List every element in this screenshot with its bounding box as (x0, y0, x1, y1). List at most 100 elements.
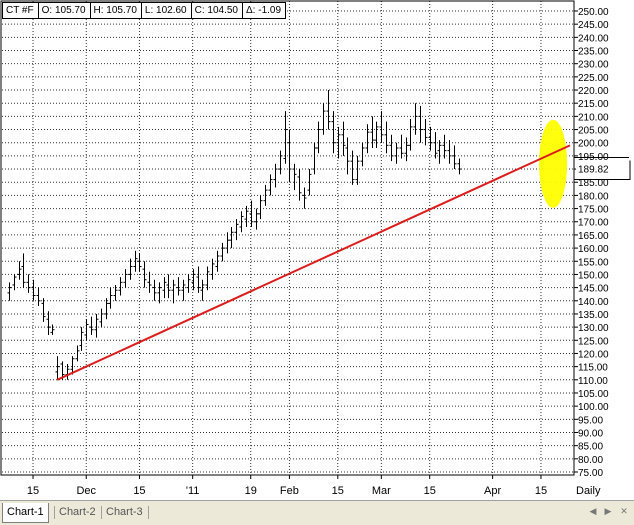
ohlc-bar (278, 150, 283, 175)
y-tick-label: 155.00 (578, 257, 609, 268)
trend-line (56, 144, 571, 381)
ohlc-bar (437, 140, 442, 164)
y-tick-label: 100.00 (578, 402, 609, 413)
ohlc-bar (171, 279, 176, 304)
y-tick-label: 105.00 (578, 389, 609, 400)
ohlc-bar (55, 356, 60, 380)
ohlc-bar (196, 266, 201, 293)
y-tick-label: 75.00 (578, 468, 603, 479)
open-value: O: 105.70 (37, 2, 91, 19)
chart-tab-bar: Chart-1 Chart-2 Chart-3 ◀ ▶ ✕ (0, 500, 634, 525)
tab-divider (54, 506, 55, 519)
ohlc-bar (268, 174, 273, 196)
low-value: L: 102.60 (140, 2, 192, 19)
ohlc-bar (321, 103, 326, 135)
ohlc-bar (307, 169, 312, 196)
ohlc-bar (46, 311, 51, 336)
ohlc-bar (225, 232, 230, 254)
ohlc-bar (133, 250, 138, 272)
ohlc-bar (186, 274, 191, 293)
ohlc-bar (331, 111, 336, 154)
ohlc-bar (389, 134, 394, 162)
ohlc-bar (215, 250, 220, 272)
ohlc-bar (234, 219, 239, 241)
ohlc-bar (360, 142, 365, 167)
ohlc-bar (297, 169, 302, 201)
ohlc-bar (137, 253, 142, 272)
x-axis-labels: 15 Dec 15 '11 19 Feb 15 Mar 15 Apr 15 Daily (27, 485, 601, 497)
ohlc-info-box: CT #F O: 105.70 H: 105.70 L: 102.60 C: 1… (2, 2, 287, 19)
ohlc-bar (21, 253, 26, 288)
y-tick-label: 200.00 (578, 139, 609, 150)
ohlc-bar (457, 158, 462, 175)
ohlc-bar (442, 134, 447, 159)
ohlc-bar (399, 134, 404, 159)
plot-area[interactable] (0, 0, 575, 476)
ohlc-bar (128, 258, 133, 280)
y-tick-label: 250.00 (578, 7, 609, 18)
y-tick-label: 185.00 (578, 178, 609, 189)
tab-divider (148, 506, 149, 519)
ohlc-bar (428, 126, 433, 151)
ohlc-bar (84, 319, 89, 341)
ohlc-bar (263, 184, 268, 206)
ohlc-bar (191, 269, 196, 291)
ohlc-bar (220, 242, 225, 262)
close-icon[interactable]: ✕ (620, 507, 628, 517)
y-tick-label: 120.00 (578, 349, 609, 360)
ohlc-bar (113, 284, 118, 301)
arrow-right-icon[interactable]: ▶ (604, 507, 612, 517)
marker-bottom-line (574, 160, 631, 181)
ohlc-bar (7, 282, 12, 301)
y-tick-label: 175.00 (578, 205, 609, 216)
tab-chart-2[interactable]: Chart-2 (59, 506, 96, 518)
tab-chart-3[interactable]: Chart-3 (106, 506, 143, 518)
ohlc-bar (341, 121, 346, 156)
ohlc-bar (70, 356, 75, 375)
ohlc-bar (210, 258, 215, 280)
y-tick-label: 95.00 (578, 415, 603, 426)
y-axis-labels: 75.00 80.00 85.00 90.00 95.00 100.00 105.00 110… (578, 7, 609, 479)
y-tick-label: 170.00 (578, 218, 609, 229)
ohlc-bar (447, 140, 452, 164)
y-tick-label: 215.00 (578, 99, 609, 110)
ohlc-bar (258, 195, 263, 220)
y-tick-label: 165.00 (578, 231, 609, 242)
ohlc-bar (312, 142, 317, 175)
y-tick-label: 125.00 (578, 336, 609, 347)
ohlc-bar (404, 137, 409, 162)
ohlc-bar (200, 279, 205, 301)
ohlc-bar (157, 282, 162, 304)
x-tick-label: 15 (424, 485, 436, 497)
ohlc-bar (384, 121, 389, 154)
ohlc-bar (147, 271, 152, 293)
y-tick-label: 205.00 (578, 126, 609, 137)
change-value: Δ: -1.09 (242, 2, 287, 19)
ohlc-bar (89, 316, 94, 336)
ohlc-bar (31, 279, 36, 301)
y-tick-label: 225.00 (578, 73, 609, 84)
ohlc-bar (408, 119, 413, 151)
x-tick-label: 15 (133, 485, 145, 497)
ohlc-bar (142, 261, 147, 288)
high-value: H: 105.70 (89, 2, 142, 19)
last-price-label: 189.82 (578, 165, 609, 176)
y-tick-label: 115.00 (578, 363, 608, 374)
ohlc-bar (394, 142, 399, 164)
ohlc-bar (244, 205, 249, 228)
close-value: C: 104.50 (190, 2, 243, 19)
x-grid (32, 1, 542, 479)
tab-chart-1[interactable]: Chart-1 (2, 503, 49, 523)
y-tick-label: 85.00 (578, 442, 603, 453)
y-tick-label: 210.00 (578, 112, 609, 123)
ohlc-bar (433, 132, 438, 159)
ohlc-bar (152, 279, 157, 301)
ohlc-bar (104, 298, 109, 320)
highlight-ellipse (539, 119, 568, 208)
price-chart[interactable]: 75.00 80.00 85.00 90.00 95.00 100.00 105.00 110… (0, 0, 634, 500)
ohlc-bars (7, 90, 462, 380)
ohlc-bar (287, 129, 292, 183)
ohlc-bar (26, 274, 31, 293)
annotations (56, 119, 571, 381)
arrow-left-icon[interactable]: ◀ (589, 507, 597, 517)
